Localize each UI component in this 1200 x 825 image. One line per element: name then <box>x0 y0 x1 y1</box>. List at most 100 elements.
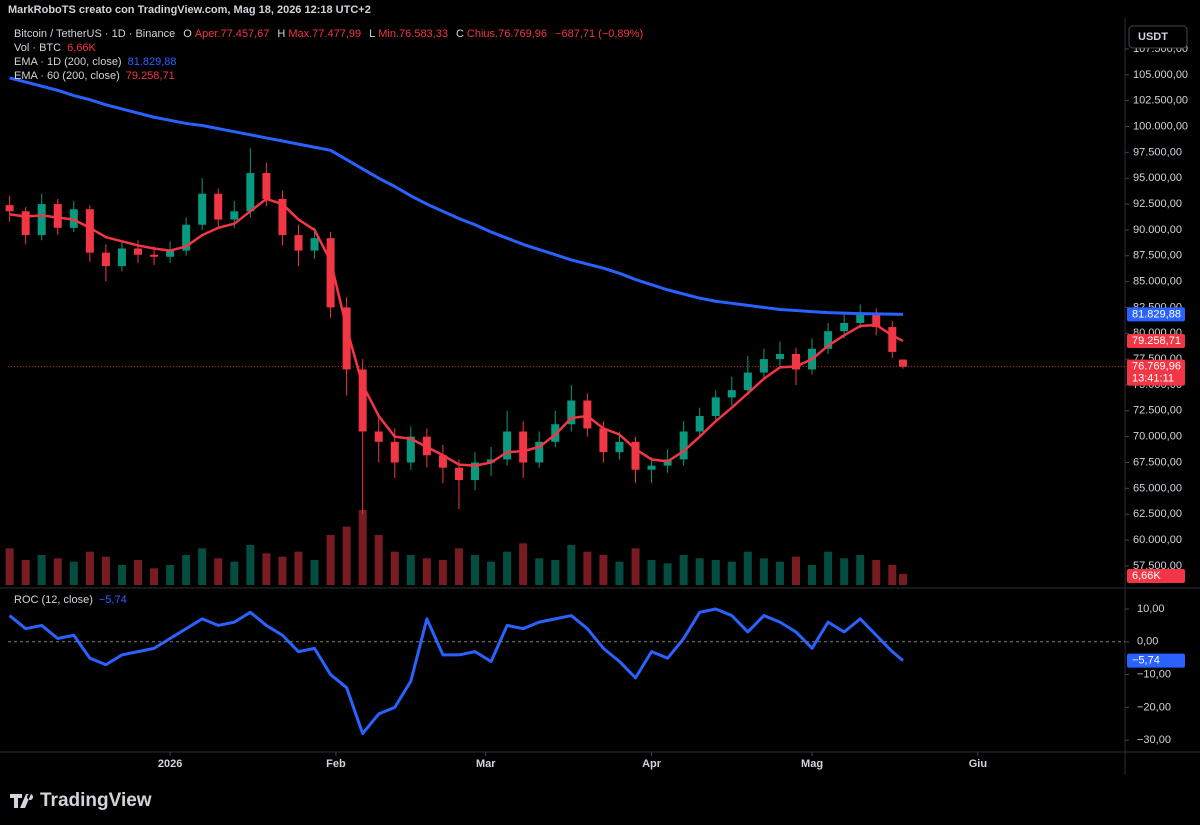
axis-value-box <box>1127 569 1185 583</box>
y-tick-label: 62.500,00 <box>1133 508 1182 520</box>
candle-body <box>166 250 175 257</box>
volume-bar <box>358 510 367 585</box>
y-tick-label: 95.000,00 <box>1133 172 1182 184</box>
axis-value-label: −5,74 <box>1132 655 1160 667</box>
legend-text: Chius.76.769,96 <box>467 28 547 40</box>
volume-bar <box>599 555 608 585</box>
legend-text: H <box>277 28 285 40</box>
candle-body <box>775 353 784 360</box>
volume-bar <box>743 551 752 585</box>
candle-body <box>679 431 688 460</box>
volume-bar <box>438 560 447 585</box>
y-tick-label: 65.000,00 <box>1133 482 1182 494</box>
footer-bar <box>0 778 1200 825</box>
x-tick-label: Apr <box>642 758 662 770</box>
legend-text: Bitcoin / TetherUS · 1D · Binance <box>14 28 175 40</box>
candle-body <box>615 441 624 453</box>
candle-body <box>743 372 752 391</box>
volume-bar <box>422 558 431 585</box>
volume-bar <box>567 545 576 585</box>
candle-body <box>278 198 287 236</box>
candle-body <box>342 307 351 370</box>
roc-tick-label: 0,00 <box>1137 636 1158 648</box>
legend-text: 6,66K <box>67 42 96 54</box>
volume-bar <box>406 555 415 585</box>
volume-bar <box>872 560 881 585</box>
footer-brand: TradingView <box>40 790 152 811</box>
y-tick-label: 70.000,00 <box>1133 431 1182 443</box>
volume-bar <box>583 551 592 585</box>
y-tick-label: 97.500,00 <box>1133 146 1182 158</box>
x-tick-label: Mag <box>801 758 823 770</box>
legend-text: Max.77.477,99 <box>288 28 361 40</box>
candle-body <box>647 465 656 470</box>
line-series <box>9 76 904 316</box>
candle-body <box>230 211 239 220</box>
y-tick-label: 90.000,00 <box>1133 224 1182 236</box>
candle-body <box>5 205 14 212</box>
volume-bar <box>133 560 142 585</box>
volume-bar <box>53 558 62 585</box>
volume-bar <box>888 565 897 585</box>
volume-bar <box>294 551 303 585</box>
volume-bar <box>5 548 14 585</box>
volume-bar <box>326 535 335 585</box>
candle-body <box>583 400 592 429</box>
axis-value-box <box>1127 653 1185 668</box>
candle-body <box>374 431 383 442</box>
candle-body <box>406 436 415 463</box>
volume-bar <box>679 555 688 585</box>
volume-bar <box>342 526 351 585</box>
axis-value-label: 76.769,96 <box>1132 361 1181 373</box>
candle-body <box>198 193 207 225</box>
candle-body <box>519 431 528 463</box>
candle-body <box>856 314 865 323</box>
candle-body <box>438 455 447 468</box>
volume-bar <box>503 551 512 585</box>
y-tick-label: 87.500,00 <box>1133 250 1182 262</box>
volume-bar <box>182 555 191 585</box>
volume-bar <box>374 535 383 585</box>
candle-body <box>310 238 319 251</box>
volume-bar <box>824 551 833 585</box>
x-tick-label: 2026 <box>158 758 182 770</box>
candle-body <box>711 397 720 416</box>
plot-area <box>5 76 1125 736</box>
y-tick-label: 92.500,00 <box>1133 198 1182 210</box>
line-series <box>8 607 904 736</box>
volume-bar <box>117 565 126 585</box>
roc-tick-label: −30,00 <box>1137 734 1171 746</box>
legend-text: Vol · BTC <box>14 42 61 54</box>
candle-body <box>503 431 512 460</box>
currency-button[interactable] <box>1128 25 1188 49</box>
volume-bar <box>454 548 463 585</box>
legend-text: −687,71 (−0,89%) <box>555 28 643 40</box>
y-tick-label: 102.500,00 <box>1133 95 1188 107</box>
volume-bar <box>166 565 175 585</box>
y-tick-label: 57.500,00 <box>1133 560 1182 572</box>
legend-text: 79.258,71 <box>126 70 175 82</box>
candle-body <box>695 415 704 432</box>
footer-logo: TradingView <box>10 790 152 811</box>
legend-text: O <box>183 28 192 40</box>
volume-bar <box>69 561 78 585</box>
candle-body <box>326 238 335 308</box>
candle-body <box>631 441 640 470</box>
candle-body <box>182 224 191 251</box>
legend-text: −5,74 <box>99 594 127 606</box>
candle-body <box>85 209 94 253</box>
legend-text: Min.76.583,33 <box>378 28 448 40</box>
candle-body <box>133 248 142 255</box>
candle-body <box>390 441 399 463</box>
candle-body <box>294 235 303 251</box>
axis-value-box <box>1127 359 1185 386</box>
axis-value-box <box>1127 307 1185 322</box>
volume-bar <box>487 561 496 585</box>
candle-body <box>214 193 223 220</box>
legend-text: C <box>456 28 464 40</box>
volume-bar <box>711 560 720 585</box>
candle-body <box>21 211 30 236</box>
